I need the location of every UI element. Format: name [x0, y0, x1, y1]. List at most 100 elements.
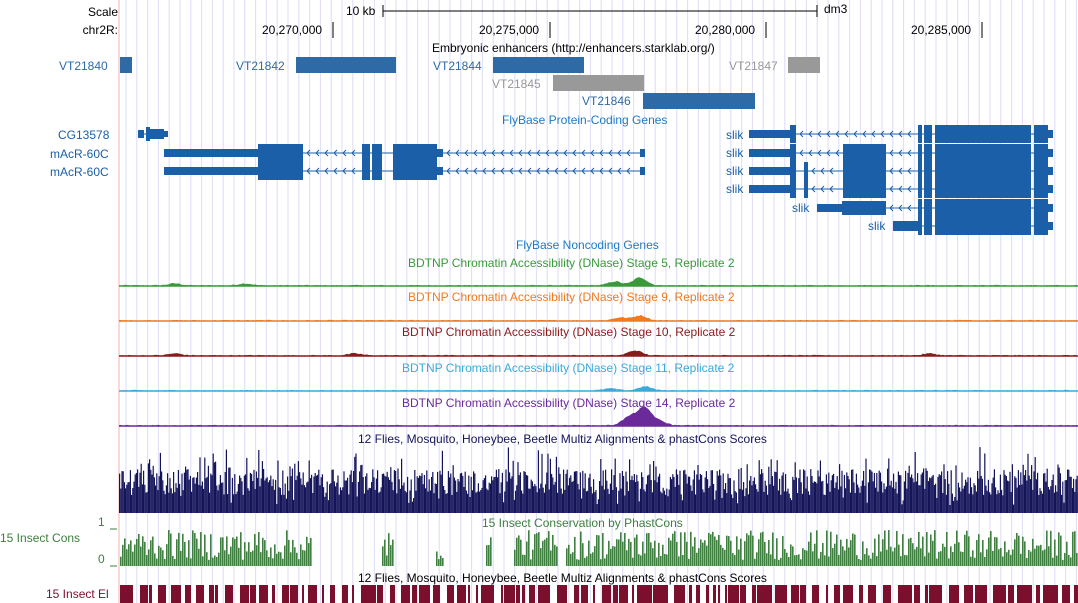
conserved-element [447, 585, 454, 603]
multiz-bar [960, 491, 962, 513]
gene-label-slik[interactable]: slik [726, 182, 744, 196]
gene-label-slik[interactable]: slik [792, 201, 810, 215]
conservation-bar [436, 551, 438, 566]
exon-block [749, 149, 791, 157]
multiz-bar [873, 472, 875, 513]
multiz-bar [149, 459, 151, 513]
gene-label-macr-60c[interactable]: mAcR-60C [50, 165, 109, 179]
conserved-element [728, 585, 739, 603]
multiz-bar [255, 471, 257, 513]
conservation-bar [488, 545, 490, 566]
conservation-bar [790, 544, 792, 566]
conservation-bar [932, 540, 934, 566]
conservation-bar [124, 538, 126, 566]
conserved-element [859, 585, 863, 603]
conservation-bar [726, 535, 728, 566]
conservation-bar [944, 546, 946, 566]
multiz-bar [325, 492, 327, 513]
multiz-bar [883, 483, 885, 513]
multiz-bar [302, 472, 304, 513]
multiz-bar [624, 495, 626, 513]
conserved-element [1043, 585, 1058, 603]
enhancer-label-vt21844[interactable]: VT21844 [433, 59, 482, 73]
multiz-bar [169, 478, 171, 513]
conservation-bar [222, 537, 224, 566]
conservation-bar [682, 555, 684, 566]
elements-track-label[interactable]: 15 Insect El [46, 587, 109, 601]
strand-arrow [333, 149, 338, 157]
conserved-element [975, 585, 987, 603]
multiz-bar [185, 466, 187, 513]
multiz-bar [504, 491, 506, 513]
multiz-bar [329, 484, 331, 513]
gene-label-cg13578[interactable]: CG13578 [58, 128, 110, 142]
multiz-bar [793, 479, 795, 513]
multiz-bar [887, 468, 889, 513]
multiz-bar [967, 477, 969, 513]
conserved-element [834, 585, 840, 603]
multiz-bar [492, 480, 494, 513]
multiz-bar [144, 484, 146, 513]
conservation-bar [860, 559, 862, 566]
exon-block [918, 125, 922, 143]
conservation-bar [554, 544, 556, 566]
multiz-bar [503, 502, 505, 513]
multiz-bar [275, 479, 277, 513]
conservation-bar [730, 540, 732, 566]
multiz-bar [788, 493, 790, 513]
multiz-bar [637, 481, 639, 513]
enhancer-label-vt21846[interactable]: VT21846 [582, 94, 631, 108]
multiz-bar [997, 490, 999, 513]
strand-arrow [351, 167, 356, 175]
multiz-bar [951, 493, 953, 513]
enhancer-label-vt21847[interactable]: VT21847 [729, 59, 778, 73]
multiz-bar [463, 486, 465, 513]
multiz-bar [799, 469, 801, 513]
multiz-bar [792, 476, 794, 513]
multiz-bar [936, 497, 938, 513]
multiz-bar [525, 474, 527, 513]
conservation-track-label[interactable]: 15 Insect Cons [0, 531, 81, 545]
gene-label-macr-60c[interactable]: mAcR-60C [50, 147, 109, 161]
multiz-bar [1061, 494, 1063, 513]
conservation-bar [516, 537, 518, 566]
multiz-bar [248, 490, 250, 513]
exon-block [640, 167, 645, 175]
dnase-signal [119, 350, 1078, 356]
strand-arrow [342, 149, 347, 157]
conservation-bar [780, 557, 782, 566]
enhancer-label-vt21840[interactable]: VT21840 [59, 59, 108, 73]
conservation-bar [166, 544, 168, 566]
multiz-bar [720, 475, 722, 513]
conservation-bar [642, 541, 644, 566]
gene-label-slik[interactable]: slik [726, 164, 744, 178]
gene-label-slik[interactable]: slik [726, 128, 744, 142]
multiz-bar [782, 472, 784, 513]
exon-block [918, 180, 922, 198]
strand-arrow [799, 130, 804, 138]
conservation-bar [824, 555, 826, 566]
multiz-bar [944, 479, 946, 513]
conservation-bar [750, 530, 752, 566]
conservation-bar [788, 557, 790, 566]
exon-block [842, 201, 886, 215]
enhancer-label-vt21845[interactable]: VT21845 [492, 77, 541, 91]
multiz-bar [535, 486, 537, 513]
conserved-element [718, 585, 720, 603]
multiz-bar [872, 481, 874, 513]
strand-arrow [554, 167, 559, 175]
multiz-bar [593, 479, 595, 513]
multiz-bar [704, 477, 706, 513]
conservation-bar [876, 556, 878, 566]
gene-label-slik[interactable]: slik [868, 219, 886, 233]
multiz-bar [547, 453, 549, 513]
gene-label-slik[interactable]: slik [726, 146, 744, 160]
multiz-bar [769, 484, 771, 513]
enhancer-label-vt21842[interactable]: VT21842 [236, 59, 285, 73]
multiz-bar [804, 470, 806, 513]
multiz-bar [467, 493, 469, 513]
strand-arrow [844, 130, 849, 138]
conservation-bar [598, 535, 600, 566]
multiz-bar [236, 491, 238, 513]
